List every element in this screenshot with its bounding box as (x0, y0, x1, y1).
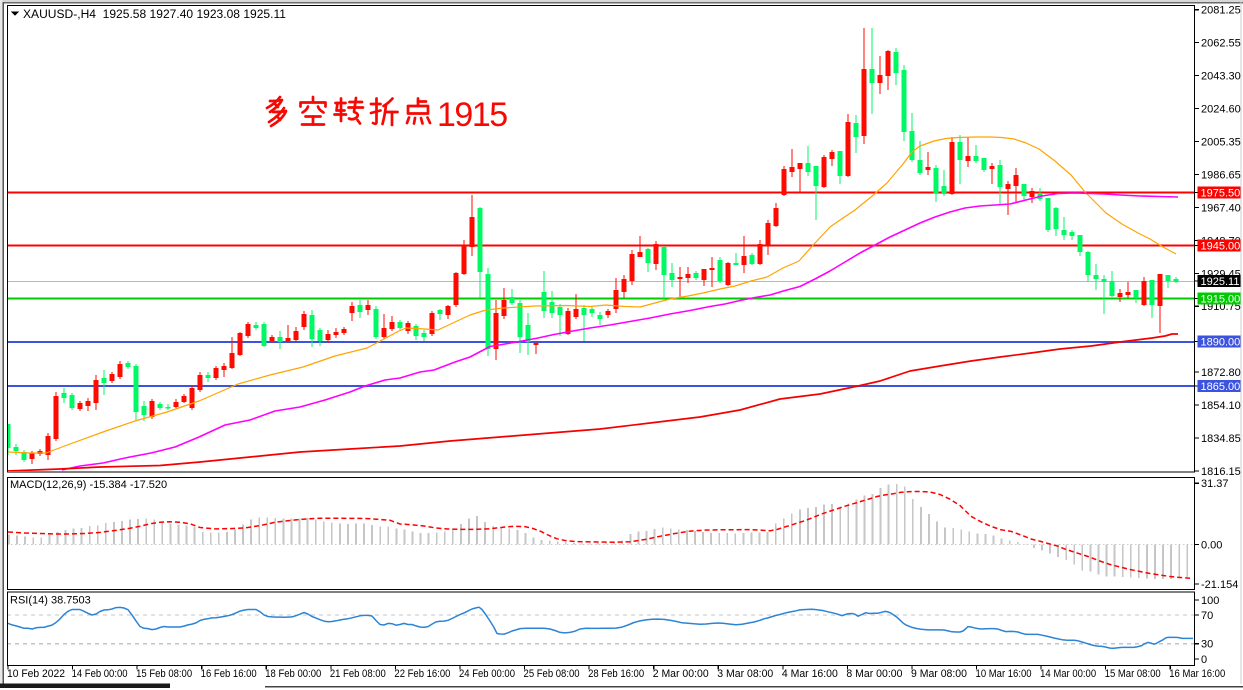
svg-text:15 Mar 08:00: 15 Mar 08:00 (1105, 668, 1161, 680)
svg-text:2043.30: 2043.30 (1201, 71, 1241, 83)
svg-text:-21.154: -21.154 (1201, 579, 1238, 591)
svg-text:14 Mar 00:00: 14 Mar 00:00 (1040, 668, 1096, 680)
svg-text:2024.60: 2024.60 (1201, 104, 1241, 116)
svg-text:1967.40: 1967.40 (1201, 202, 1241, 214)
svg-text:1915.00: 1915.00 (1201, 294, 1241, 306)
svg-text:1854.10: 1854.10 (1201, 400, 1241, 412)
svg-text:MACD(12,26,9) -15.384 -17.520: MACD(12,26,9) -15.384 -17.520 (10, 479, 167, 491)
svg-text:14 Feb 00:00: 14 Feb 00:00 (72, 668, 128, 680)
svg-text:0.00: 0.00 (1201, 540, 1222, 552)
svg-text:3 Mar 08:00: 3 Mar 08:00 (717, 668, 773, 680)
svg-text:1816.15: 1816.15 (1201, 466, 1241, 478)
svg-text:0: 0 (1201, 654, 1207, 666)
svg-text:10 Feb 2022: 10 Feb 2022 (7, 668, 65, 680)
svg-text:1872.80: 1872.80 (1201, 367, 1241, 379)
svg-text:XAUUSD-,H4 1925.58 1927.40 19: XAUUSD-,H4 1925.58 1927.40 1923.08 1925.… (23, 9, 286, 21)
svg-text:16 Feb 16:00: 16 Feb 16:00 (201, 668, 257, 680)
svg-text:1945.00: 1945.00 (1201, 241, 1241, 253)
svg-text:21 Feb 08:00: 21 Feb 08:00 (330, 668, 386, 680)
svg-text:70: 70 (1201, 610, 1213, 622)
svg-text:2005.35: 2005.35 (1201, 137, 1241, 149)
svg-text:30: 30 (1201, 639, 1213, 651)
svg-text:10 Mar 16:00: 10 Mar 16:00 (976, 668, 1032, 680)
svg-text:2062.55: 2062.55 (1201, 38, 1241, 50)
svg-text:1986.65: 1986.65 (1201, 169, 1241, 181)
svg-text:8 Mar 00:00: 8 Mar 00:00 (846, 668, 902, 680)
svg-text:1834.85: 1834.85 (1201, 433, 1241, 445)
svg-text:18 Feb 00:00: 18 Feb 00:00 (265, 668, 321, 680)
svg-text:28 Feb 16:00: 28 Feb 16:00 (588, 668, 644, 680)
svg-text:2081.25: 2081.25 (1201, 5, 1241, 17)
svg-text:24 Feb 00:00: 24 Feb 00:00 (459, 668, 515, 680)
svg-text:25 Feb 08:00: 25 Feb 08:00 (524, 668, 580, 680)
svg-text:1925.11: 1925.11 (1201, 276, 1240, 288)
svg-text:9 Mar 08:00: 9 Mar 08:00 (911, 668, 967, 680)
svg-text:4 Mar 16:00: 4 Mar 16:00 (782, 668, 838, 680)
svg-text:16 Mar 16:00: 16 Mar 16:00 (1169, 668, 1225, 680)
svg-text:1975.50: 1975.50 (1201, 188, 1241, 200)
svg-text:1865.00: 1865.00 (1201, 381, 1241, 393)
svg-text:2 Mar 00:00: 2 Mar 00:00 (653, 668, 709, 680)
svg-text:1890.00: 1890.00 (1201, 337, 1241, 349)
svg-text:31.37: 31.37 (1201, 478, 1229, 490)
svg-text:1915: 1915 (437, 96, 507, 134)
svg-text:100: 100 (1201, 595, 1219, 607)
svg-text:RSI(14) 38.7503: RSI(14) 38.7503 (10, 595, 91, 607)
svg-text:22 Feb 16:00: 22 Feb 16:00 (394, 668, 450, 680)
svg-text:15 Feb 08:00: 15 Feb 08:00 (136, 668, 192, 680)
